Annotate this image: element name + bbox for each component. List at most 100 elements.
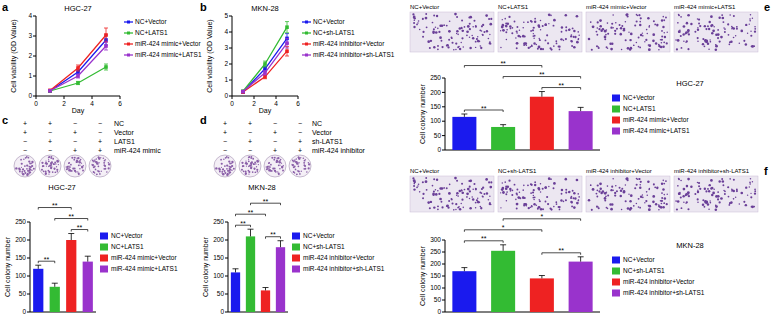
cell-dot bbox=[570, 197, 572, 199]
y-tick-label: 100 bbox=[213, 272, 224, 279]
cell-dot bbox=[550, 178, 552, 180]
cell-dot bbox=[538, 206, 541, 209]
cell-dot bbox=[548, 177, 551, 180]
colony-dot bbox=[101, 171, 102, 172]
cell-dot bbox=[482, 196, 484, 198]
colony-dot bbox=[293, 171, 295, 173]
cell-dot bbox=[652, 33, 655, 36]
cell-dot bbox=[435, 31, 438, 34]
cell-dot bbox=[571, 205, 573, 207]
colony-dot bbox=[68, 162, 70, 164]
legend-label: miR-424 mimic+LATS1 bbox=[111, 265, 178, 272]
cell-dot bbox=[728, 204, 730, 206]
cell-dot bbox=[462, 30, 464, 32]
legend-label: miR-424 mimic+LATS1 bbox=[135, 51, 202, 58]
cell-dot bbox=[488, 181, 490, 183]
cell-dot bbox=[754, 190, 756, 192]
cell-dot bbox=[745, 186, 747, 188]
legend-swatch bbox=[302, 43, 311, 44]
cell-dot bbox=[630, 194, 633, 197]
cell-dot bbox=[490, 204, 492, 206]
colony-dot bbox=[219, 171, 221, 173]
colony-dot bbox=[53, 168, 55, 170]
cell-dot bbox=[416, 186, 418, 188]
table-mark: + bbox=[223, 129, 227, 136]
cell-dot bbox=[469, 47, 472, 50]
colony-dot bbox=[271, 170, 273, 172]
colony-dot bbox=[45, 173, 47, 175]
cell-dot bbox=[655, 42, 657, 44]
colony-dot bbox=[106, 171, 108, 173]
colony-dot bbox=[54, 168, 56, 170]
cell-dot bbox=[504, 181, 506, 183]
legend-swatch bbox=[292, 244, 300, 251]
colony-dot bbox=[308, 162, 309, 163]
colony-dot bbox=[104, 168, 106, 170]
bar bbox=[452, 271, 476, 312]
cell-dot bbox=[663, 183, 665, 185]
image-caption: miR-424 mimic+LATS1 bbox=[674, 4, 736, 10]
cell-dot bbox=[665, 180, 667, 182]
cell-dot bbox=[662, 180, 664, 182]
x-tick bbox=[36, 96, 37, 99]
cell-dot bbox=[563, 40, 565, 42]
cell-dot bbox=[637, 15, 639, 17]
cell-dot bbox=[446, 187, 448, 189]
cell-dot bbox=[456, 195, 457, 196]
colony-dot bbox=[103, 164, 105, 166]
cell-dot bbox=[736, 28, 738, 30]
cell-dot bbox=[425, 17, 428, 20]
cell-dot bbox=[522, 35, 525, 38]
x-tick bbox=[232, 96, 233, 99]
cell-dot bbox=[687, 178, 690, 181]
point bbox=[76, 66, 80, 70]
cell-dot bbox=[565, 26, 567, 28]
colony-dot bbox=[245, 162, 247, 164]
error-bar bbox=[541, 276, 542, 279]
transwell-image bbox=[498, 176, 582, 212]
cell-dot bbox=[736, 188, 738, 190]
cell-dot bbox=[598, 47, 600, 49]
colony-dot bbox=[51, 161, 53, 163]
colony-dot bbox=[293, 160, 294, 161]
cell-dot bbox=[527, 184, 529, 186]
cell-dot bbox=[511, 32, 513, 34]
legend-label: NC+sh-LATS1 bbox=[623, 267, 665, 274]
cell-dot bbox=[733, 190, 735, 192]
colony-dot bbox=[98, 171, 99, 172]
x-tick-label: 6 bbox=[296, 100, 300, 107]
cell-dot bbox=[660, 206, 663, 209]
cell-dot bbox=[530, 30, 532, 32]
cell-dot bbox=[578, 39, 580, 41]
colony-dot bbox=[19, 171, 21, 173]
error-bar bbox=[38, 265, 39, 269]
cell-dot bbox=[699, 188, 701, 190]
colony-dot bbox=[269, 162, 270, 163]
cell-dot bbox=[489, 195, 490, 196]
colony-dot bbox=[224, 170, 226, 172]
cell-dot bbox=[422, 18, 424, 20]
cell-dot bbox=[482, 187, 484, 189]
cell-dot bbox=[639, 187, 642, 190]
cell-dot bbox=[489, 41, 491, 43]
cell-dot bbox=[533, 203, 535, 205]
cell-dot bbox=[658, 49, 660, 51]
image-caption: NC+sh-LATS1 bbox=[498, 168, 537, 174]
cell-dot bbox=[555, 201, 557, 203]
error-cap bbox=[263, 66, 267, 67]
colony-dot bbox=[228, 166, 230, 168]
cell-dot bbox=[425, 180, 428, 183]
cell-dot bbox=[533, 189, 535, 191]
colony-dot bbox=[29, 163, 31, 165]
cell-dot bbox=[456, 16, 458, 18]
cell-dot bbox=[754, 193, 756, 195]
y-axis-label: Cell colony number bbox=[419, 83, 427, 144]
cell-dot bbox=[605, 34, 607, 36]
cell-dot bbox=[500, 30, 501, 31]
colony-dot bbox=[227, 170, 229, 172]
legend-label: NC+Vector bbox=[313, 18, 345, 25]
error-bar bbox=[580, 107, 581, 111]
colony-dot bbox=[98, 170, 100, 172]
cell-dot bbox=[443, 187, 445, 189]
cell-dot bbox=[531, 45, 533, 47]
